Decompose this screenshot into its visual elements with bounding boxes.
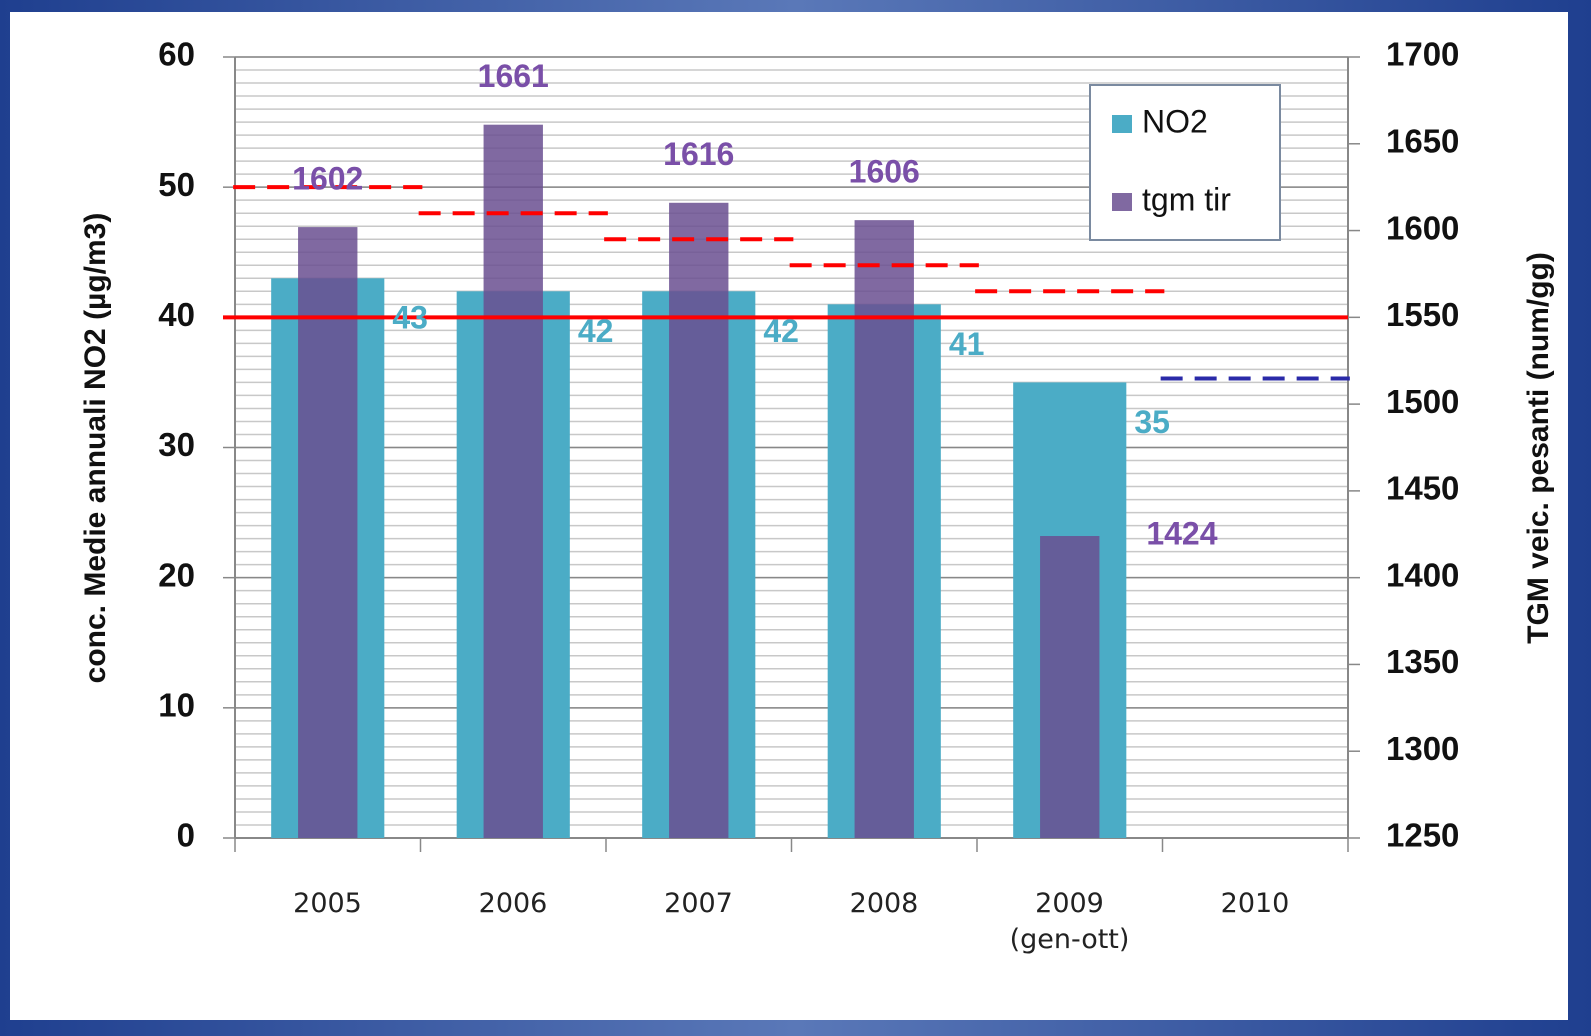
y2-tick-label: 1650 xyxy=(1386,122,1459,159)
bar xyxy=(298,227,358,838)
y-axis-label: conc. Medie annuali NO2 (µg/m3) xyxy=(79,213,112,684)
y-tick-label: 50 xyxy=(158,166,195,203)
y2-tick-label: 1350 xyxy=(1386,643,1459,680)
data-label: 42 xyxy=(763,313,799,349)
y-tick-label: 0 xyxy=(177,817,195,854)
data-label: 35 xyxy=(1134,404,1170,440)
y2-tick-label: 1400 xyxy=(1386,556,1459,593)
bar xyxy=(854,220,914,839)
data-label: 43 xyxy=(392,300,428,336)
y2-tick-label: 1550 xyxy=(1386,296,1459,333)
x-tick-label: 2008 xyxy=(849,888,919,919)
data-label: 41 xyxy=(949,326,985,362)
data-label: 1616 xyxy=(663,136,734,172)
y-tick-label: 40 xyxy=(158,296,195,333)
y2-tick-label: 1700 xyxy=(1386,36,1459,73)
y-tick-label: 30 xyxy=(158,426,195,463)
y2-tick-label: 1250 xyxy=(1386,817,1459,854)
data-label: 1424 xyxy=(1146,515,1217,551)
data-label: 1606 xyxy=(849,154,920,190)
y-tick-label: 60 xyxy=(158,36,195,73)
x-tick-label: 2005 xyxy=(293,888,362,919)
legend-label: NO2 xyxy=(1142,103,1208,139)
legend-box xyxy=(1089,84,1281,241)
x-tick-label: 2006 xyxy=(478,888,548,919)
y2-axis-label: TGM veic. pesanti (num/gg) xyxy=(1522,252,1555,644)
y2-tick-label: 1500 xyxy=(1386,383,1459,420)
y2-tick-label: 1450 xyxy=(1386,470,1459,507)
data-label: 1602 xyxy=(292,161,363,197)
bar xyxy=(483,124,543,839)
legend-swatch xyxy=(1112,115,1132,133)
x-tick-label: 2007 xyxy=(664,888,733,919)
y2-tick-label: 1300 xyxy=(1386,730,1459,767)
legend-label: tgm tir xyxy=(1142,181,1231,217)
x-tick-label: 2010 xyxy=(1220,888,1290,919)
bar xyxy=(669,202,729,838)
y-tick-label: 10 xyxy=(158,687,195,724)
x-tick-label: 2009 (gen-ott) xyxy=(1009,888,1130,955)
chart-area xyxy=(10,12,1568,1020)
legend-swatch xyxy=(1112,193,1132,211)
data-label: 42 xyxy=(578,313,614,349)
data-label: 1661 xyxy=(478,58,549,94)
y-tick-label: 20 xyxy=(158,556,195,593)
bar xyxy=(1040,536,1100,838)
y2-tick-label: 1600 xyxy=(1386,209,1459,246)
